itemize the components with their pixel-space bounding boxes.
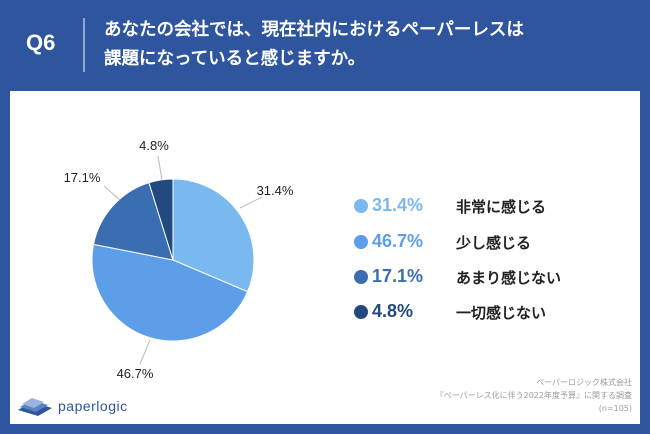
pie-leader-line [103, 185, 121, 201]
legend-swatch [354, 305, 368, 319]
pie-leader-line [157, 155, 163, 181]
source-company: ペーパーロジック株式会社 [536, 378, 632, 387]
legend-swatch [354, 235, 368, 249]
legend-percent: 17.1% [372, 266, 424, 286]
logo-text: paperlogic [58, 398, 128, 414]
pie-slice [92, 182, 174, 261]
legend-percent: 31.4% [372, 195, 424, 215]
question-title-line2: 課題になっていると感じますか。 [104, 49, 366, 69]
legend-percent: 4.8% [372, 301, 414, 321]
legend-label: あまり感じない [456, 269, 562, 287]
legend-label: 一切感じない [456, 304, 547, 322]
header-bar: Q6 あなたの会社では、現在社内におけるペーパーレスは 課題になっていると感じま… [0, 0, 650, 88]
pie-data-label: 17.1% [64, 170, 101, 185]
pie-data-label: 46.7% [117, 366, 154, 381]
brand-logo: paperlogic [18, 398, 127, 418]
question-title: あなたの会社では、現在社内におけるペーパーレスは 課題になっていると感じますか。 [104, 16, 624, 74]
pie-leader-line [239, 196, 263, 209]
pie-data-label: 4.8% [139, 138, 169, 153]
source-survey: 『ペーパーレス化に伴う2022年度予算』に関する調査 [435, 391, 632, 400]
source-note: ペーパーロジック株式会社 『ペーパーレス化に伴う2022年度予算』に関する調査 … [436, 376, 632, 415]
legend-swatch [354, 270, 368, 284]
header-divider [83, 18, 85, 72]
pie-slice [172, 178, 255, 293]
pie-data-label: 31.4% [257, 183, 294, 198]
pie-slice [148, 178, 174, 261]
legend-percent: 46.7% [372, 231, 424, 251]
source-sample-size: (n=105) [598, 404, 632, 413]
logo-mark-icon [18, 398, 52, 416]
pie-slice [91, 243, 249, 342]
legend-label: 非常に感じる [456, 198, 547, 216]
legend-label: 少し感じる [456, 234, 532, 252]
legend-swatch [354, 199, 368, 213]
question-label: Q6 [26, 30, 56, 55]
pie-leader-line [139, 339, 151, 365]
question-title-line1: あなたの会社では、現在社内におけるペーパーレスは [104, 20, 524, 40]
